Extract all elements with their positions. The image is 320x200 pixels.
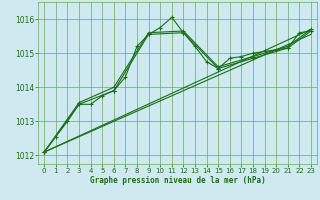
X-axis label: Graphe pression niveau de la mer (hPa): Graphe pression niveau de la mer (hPa) [90, 176, 266, 185]
